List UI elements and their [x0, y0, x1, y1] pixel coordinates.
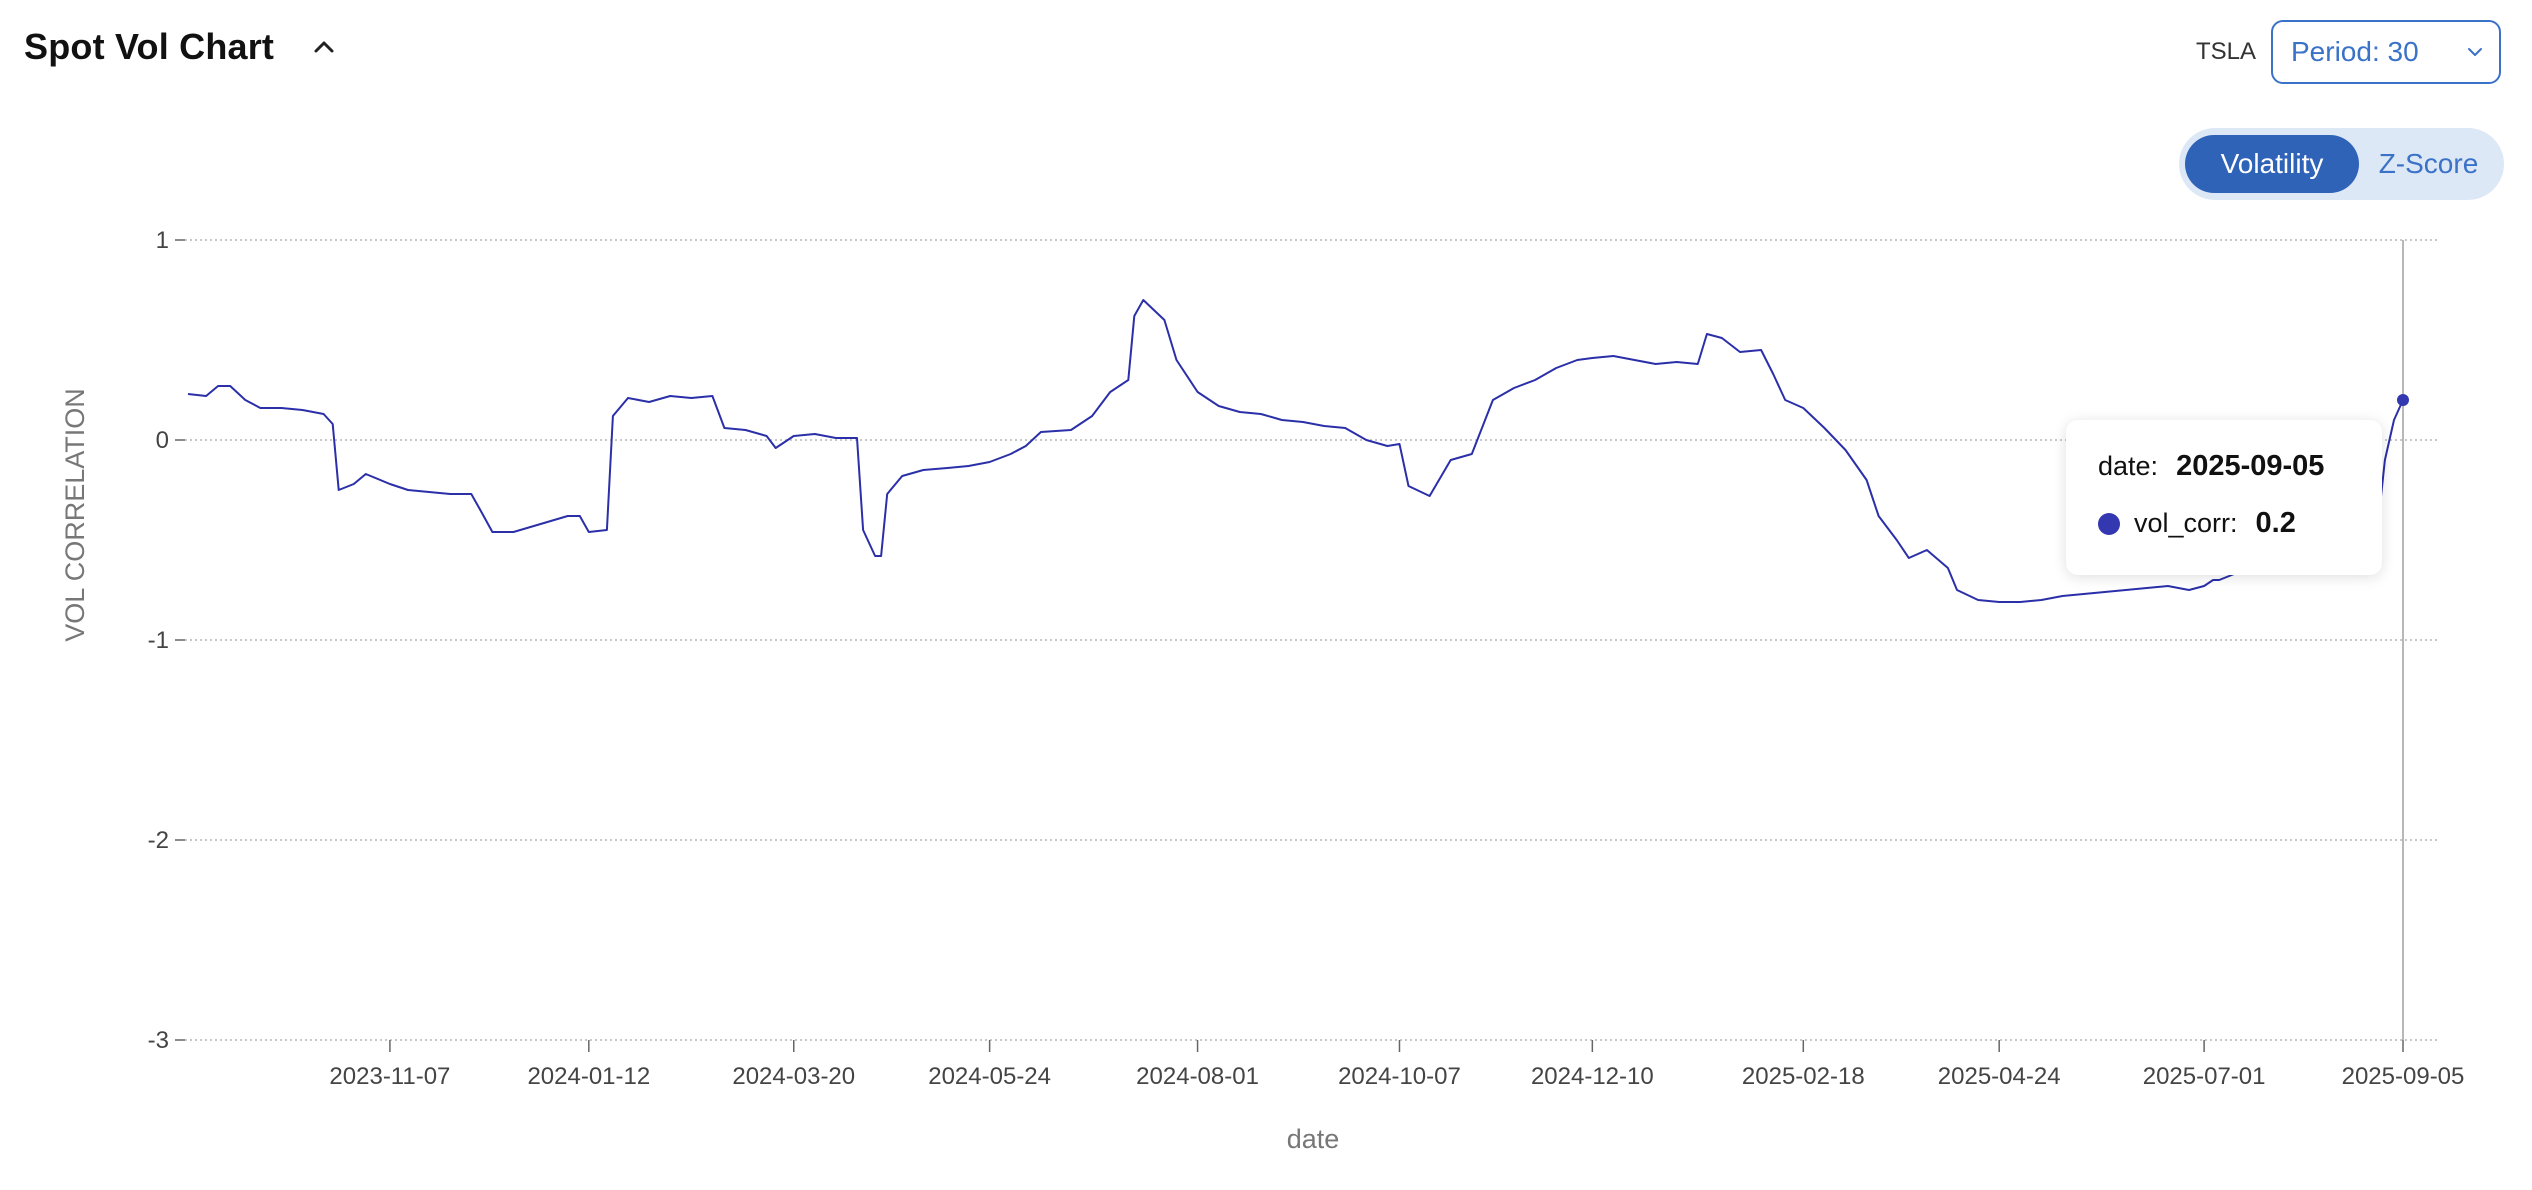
chevron-up-icon [314, 41, 334, 53]
ticker-label: TSLA [2195, 38, 2256, 65]
chart-tooltip: date: 2025-09-05 vol_corr: 0.2 [2066, 420, 2382, 575]
x-tick-label: 2025-09-05 [2342, 1063, 2465, 1090]
y-tick-label: -1 [148, 627, 169, 654]
x-tick-label: 2025-07-01 [2143, 1063, 2266, 1090]
y-axis-title: VOL CORRELATION [60, 388, 90, 642]
y-tick-label: -3 [148, 1027, 169, 1054]
chevron-down-icon [2468, 48, 2482, 56]
toggle-z-score[interactable]: Z-Score [2378, 148, 2479, 179]
y-tick-label: -2 [148, 827, 169, 854]
tooltip-date-value: 2025-09-05 [2176, 450, 2325, 482]
tooltip-series-key: vol_corr: [2134, 508, 2238, 538]
y-tick-label: 1 [156, 227, 169, 254]
tooltip-date-key: date: [2098, 451, 2159, 481]
page-title: Spot Vol Chart [24, 26, 275, 67]
x-tick-label: 2025-04-24 [1938, 1063, 2061, 1090]
tooltip-date-row: date: 2025-09-05 [2098, 450, 2382, 483]
chart-header: Spot Vol Chart [24, 26, 344, 68]
x-tick-label: 2024-08-01 [1136, 1063, 1259, 1090]
series-line-vol-corr [187, 299, 2404, 603]
x-tick-label: 2024-12-10 [1531, 1063, 1654, 1090]
tooltip-series-value: 0.2 [2255, 507, 2296, 539]
x-tick-label: 2024-05-24 [928, 1063, 1051, 1090]
x-tick-label: 2024-10-07 [1338, 1063, 1461, 1090]
metric-toggle: Volatility Z-Score [2179, 128, 2504, 200]
x-tick-label: 2023-11-07 [329, 1063, 450, 1090]
y-tick-label: 0 [156, 427, 169, 454]
tooltip-series-row: vol_corr: 0.2 [2098, 507, 2382, 540]
period-select[interactable]: Period: 30 [2271, 20, 2501, 84]
hover-point-marker [2397, 394, 2409, 406]
x-axis-title: date [1287, 1124, 1340, 1154]
x-tick-label: 2024-03-20 [732, 1063, 855, 1090]
collapse-button[interactable] [304, 27, 344, 67]
toggle-volatility[interactable]: Volatility [2185, 135, 2359, 193]
series-dot-icon [2098, 512, 2120, 535]
x-tick-label: 2025-02-18 [1742, 1063, 1865, 1090]
period-select-label: Period: 30 [2291, 36, 2419, 67]
x-tick-label: 2024-01-12 [527, 1063, 650, 1090]
